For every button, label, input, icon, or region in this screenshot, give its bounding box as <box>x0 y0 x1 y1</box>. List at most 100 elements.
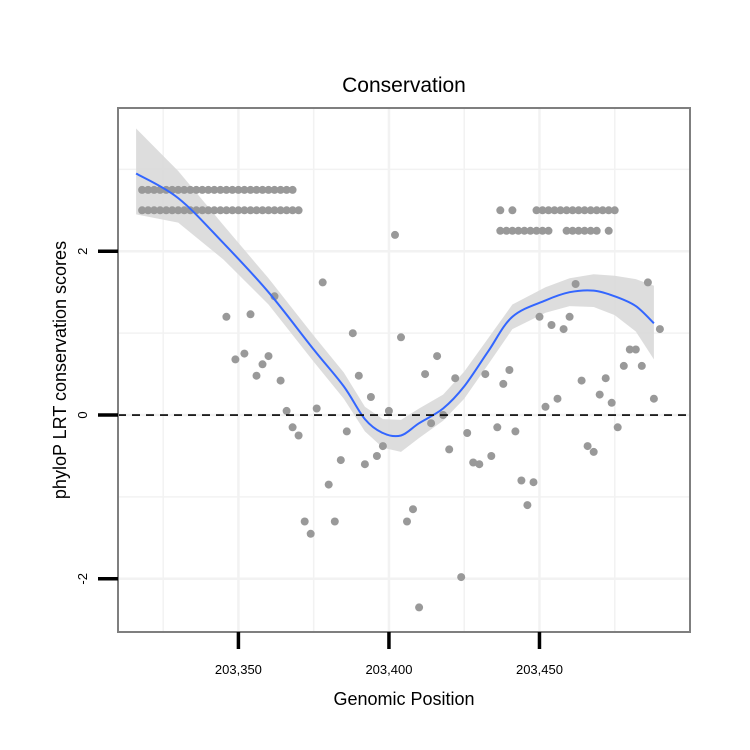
data-point <box>342 427 351 436</box>
data-point <box>580 206 589 215</box>
data-point <box>258 360 267 369</box>
data-point <box>568 226 577 235</box>
data-point <box>475 460 484 469</box>
data-point <box>354 371 363 380</box>
data-point <box>541 402 550 411</box>
data-point <box>532 206 541 215</box>
data-point <box>318 278 327 287</box>
plot-panel-border <box>117 107 691 633</box>
data-point <box>409 505 417 514</box>
loess-fit-line <box>135 172 655 438</box>
data-point <box>574 226 583 235</box>
grid <box>118 108 690 632</box>
data-point <box>592 226 601 235</box>
data-point <box>198 206 207 215</box>
data-point <box>595 390 604 399</box>
data-point <box>649 394 658 403</box>
data-point <box>222 185 231 194</box>
confidence-ribbon-layer <box>136 128 654 452</box>
data-point <box>559 325 568 334</box>
x-tick-label: 203,350 <box>215 662 262 677</box>
data-point <box>547 321 556 329</box>
data-point <box>282 185 291 194</box>
data-point <box>174 206 183 215</box>
data-point <box>580 226 589 235</box>
data-point <box>246 185 255 194</box>
data-point <box>246 310 255 319</box>
data-point <box>276 185 285 194</box>
data-point <box>505 366 514 374</box>
data-point <box>427 419 436 428</box>
data-point <box>222 312 231 321</box>
data-point <box>246 206 255 215</box>
data-point <box>348 329 357 338</box>
data-point <box>258 185 267 194</box>
data-point <box>366 393 375 401</box>
data-point <box>276 206 285 215</box>
data-point <box>637 361 646 370</box>
y-tick-label: 0 <box>75 411 90 418</box>
smooth-line-layer <box>135 172 655 438</box>
data-point <box>631 345 640 354</box>
data-point <box>553 394 562 403</box>
data-point <box>577 376 586 385</box>
data-point <box>174 185 183 194</box>
chart-title: Conservation <box>342 74 466 97</box>
data-point <box>222 206 231 215</box>
data-point <box>445 445 454 454</box>
data-point <box>294 206 303 215</box>
data-point <box>234 185 243 194</box>
data-point <box>601 374 610 383</box>
data-point <box>156 206 165 215</box>
data-point <box>234 206 243 215</box>
data-point <box>451 374 460 383</box>
data-point <box>204 185 213 194</box>
data-point <box>598 206 607 215</box>
data-point <box>481 370 490 379</box>
data-point <box>583 442 592 451</box>
data-point <box>180 185 189 194</box>
data-point <box>457 573 466 582</box>
data-point <box>192 185 201 194</box>
data-point <box>138 185 147 194</box>
data-point <box>252 206 261 215</box>
data-point <box>372 452 381 460</box>
data-point <box>529 478 538 487</box>
data-point <box>619 361 628 370</box>
data-point <box>378 442 387 451</box>
data-point <box>586 206 595 215</box>
data-point <box>574 206 583 215</box>
data-point <box>496 226 505 235</box>
data-point <box>544 206 553 215</box>
data-point <box>556 206 565 215</box>
data-point <box>150 185 159 194</box>
data-point <box>403 517 411 526</box>
data-point <box>264 185 273 194</box>
data-point <box>300 517 309 526</box>
x-tick-label: 203,450 <box>516 662 563 677</box>
data-point <box>613 423 622 432</box>
data-point <box>517 476 526 485</box>
data-point <box>282 206 291 215</box>
data-point <box>520 226 529 235</box>
data-point <box>276 376 285 385</box>
data-point <box>240 206 249 215</box>
data-point <box>391 230 399 239</box>
data-point <box>324 480 333 489</box>
data-point <box>252 185 261 194</box>
x-tick-label: 203,400 <box>365 662 412 677</box>
data-point <box>544 226 553 235</box>
data-point <box>508 226 517 235</box>
x-axis-label: Genomic Position <box>333 689 474 709</box>
data-point <box>514 226 523 235</box>
data-point <box>610 206 619 215</box>
data-point <box>523 501 532 510</box>
x-axis: 203,350 203,400 203,450 <box>215 632 563 677</box>
data-point <box>643 278 652 287</box>
data-point <box>231 355 240 364</box>
data-point <box>604 206 613 215</box>
data-point <box>535 312 544 321</box>
data-point <box>433 352 442 361</box>
data-point <box>586 226 595 235</box>
data-point <box>282 406 291 415</box>
